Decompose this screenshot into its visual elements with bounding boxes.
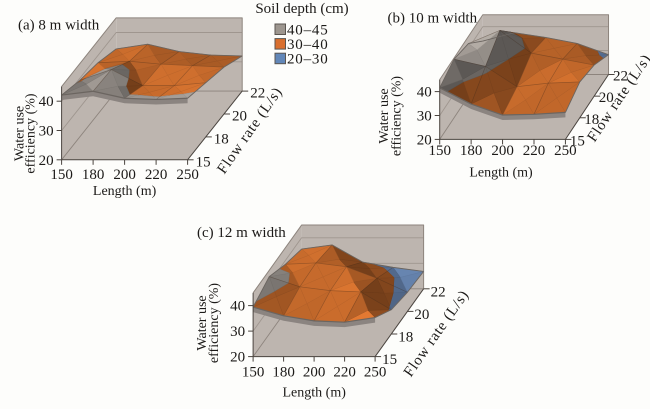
- svg-text:22: 22: [250, 86, 265, 102]
- svg-text:150: 150: [242, 364, 265, 380]
- svg-text:20: 20: [414, 307, 429, 323]
- svg-text:30: 30: [39, 124, 54, 140]
- svg-text:efficiency (%): efficiency (%): [24, 93, 39, 174]
- svg-text:30: 30: [417, 109, 432, 125]
- svg-text:20: 20: [230, 350, 245, 366]
- svg-text:20: 20: [39, 153, 54, 169]
- svg-text:15: 15: [196, 154, 211, 170]
- svg-text:220: 220: [523, 143, 546, 159]
- svg-text:200: 200: [303, 364, 326, 380]
- svg-text:20: 20: [599, 90, 614, 106]
- svg-text:18: 18: [214, 131, 229, 147]
- svg-text:18: 18: [398, 330, 413, 346]
- svg-text:40: 40: [230, 299, 245, 315]
- svg-text:20–30: 20–30: [287, 52, 329, 68]
- svg-text:Water use: Water use: [195, 295, 210, 350]
- svg-text:15: 15: [382, 352, 397, 368]
- svg-text:220: 220: [145, 167, 168, 183]
- svg-text:30: 30: [230, 324, 245, 340]
- svg-text:40–45: 40–45: [287, 22, 329, 38]
- svg-text:40: 40: [417, 85, 432, 101]
- svg-text:15: 15: [570, 133, 585, 149]
- svg-text:250: 250: [364, 364, 387, 380]
- svg-text:180: 180: [82, 167, 105, 183]
- svg-text:Water use: Water use: [12, 106, 27, 161]
- svg-text:180: 180: [460, 143, 483, 159]
- svg-text:250: 250: [554, 143, 577, 159]
- svg-text:(c) 12 m width: (c) 12 m width: [197, 225, 286, 241]
- svg-text:40: 40: [39, 94, 54, 110]
- svg-text:efficiency (%): efficiency (%): [389, 76, 404, 157]
- svg-text:Soil depth (cm): Soil depth (cm): [255, 1, 348, 17]
- svg-text:Length (m): Length (m): [469, 166, 533, 181]
- svg-text:200: 200: [491, 143, 514, 159]
- svg-text:Length (m): Length (m): [93, 184, 157, 199]
- svg-text:20: 20: [232, 109, 247, 125]
- svg-text:150: 150: [50, 167, 73, 183]
- svg-text:(b) 10 m width: (b) 10 m width: [388, 10, 478, 26]
- svg-text:150: 150: [428, 143, 451, 159]
- svg-text:Water use: Water use: [377, 88, 392, 143]
- svg-text:Length (m): Length (m): [283, 385, 347, 400]
- svg-text:30–40: 30–40: [287, 37, 329, 53]
- svg-text:200: 200: [113, 167, 136, 183]
- svg-text:(a) 8 m width: (a) 8 m width: [18, 17, 100, 33]
- svg-text:22: 22: [613, 69, 628, 85]
- svg-text:22: 22: [431, 284, 446, 300]
- svg-text:efficiency (%): efficiency (%): [207, 283, 222, 364]
- svg-text:20: 20: [417, 132, 432, 148]
- svg-text:18: 18: [584, 112, 599, 128]
- svg-text:180: 180: [272, 364, 295, 380]
- svg-text:250: 250: [176, 167, 199, 183]
- svg-text:220: 220: [333, 364, 356, 380]
